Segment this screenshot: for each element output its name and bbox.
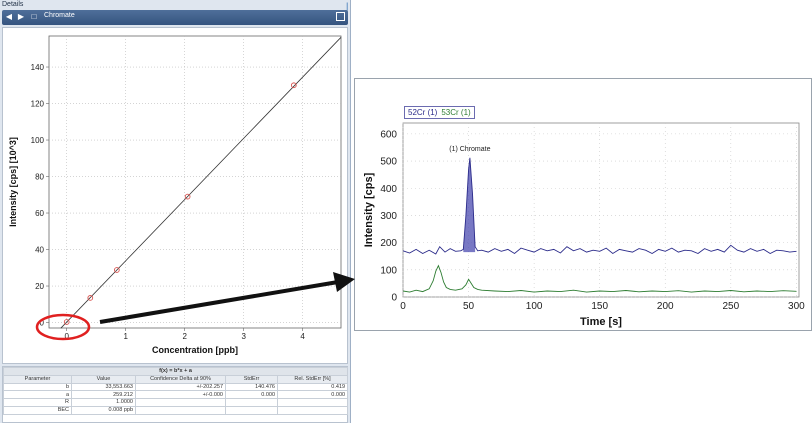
peak-shaded-area xyxy=(463,157,476,253)
x-tick-label: 300 xyxy=(788,301,805,312)
x-tick-label: 200 xyxy=(657,301,674,312)
panel-title: Details xyxy=(2,1,24,8)
fit-results-table: f(x) = b*x + a Parameter Value Confidenc… xyxy=(2,366,349,423)
calibration-point xyxy=(87,295,94,301)
x-tick-label: 1 xyxy=(123,332,128,341)
x-axis-label: Time [s] xyxy=(580,316,622,328)
y-tick-label: 500 xyxy=(380,157,397,168)
document-icon[interactable]: □ xyxy=(31,12,37,21)
calibration-point xyxy=(63,319,70,325)
x-tick-label: 50 xyxy=(463,301,475,312)
x-tick-label: 3 xyxy=(241,332,246,341)
y-axis-label: Intensity [cps] [10^3] xyxy=(8,137,18,227)
forward-arrow-icon[interactable]: ▶ xyxy=(17,12,25,21)
x-tick-label: 150 xyxy=(591,301,608,312)
highlight-ellipse xyxy=(35,313,91,341)
x-tick-label: 0 xyxy=(64,332,69,341)
x-tick-label: 4 xyxy=(300,332,305,341)
y-tick-label: 300 xyxy=(380,211,397,222)
y-tick-label: 400 xyxy=(380,184,397,195)
arrow-head-icon xyxy=(333,272,355,292)
legend-item-53cr: 53Cr (1) xyxy=(441,108,471,117)
y-tick-label: 100 xyxy=(31,136,45,145)
y-tick-label: 0 xyxy=(40,319,45,328)
y-tick-label: 40 xyxy=(35,246,44,255)
y-tick-label: 200 xyxy=(380,238,397,249)
y-tick-label: 20 xyxy=(35,282,44,291)
details-toolbar: ◀ ▶ □ Chromate xyxy=(2,10,348,25)
series-52cr-line xyxy=(402,157,797,255)
x-axis-label: Concentration [ppb] xyxy=(152,345,238,355)
y-tick-label: 80 xyxy=(35,173,44,182)
y-tick-label: 100 xyxy=(380,265,397,276)
series-53cr-line xyxy=(402,264,797,293)
back-arrow-icon[interactable]: ◀ xyxy=(5,12,13,21)
y-tick-label: 120 xyxy=(31,100,45,109)
table-cell xyxy=(276,405,349,415)
y-tick-label: 0 xyxy=(391,293,397,304)
pointer-arrow-line xyxy=(99,280,339,324)
chromatogram-chart: 52Cr (1) 53Cr (1) 0 50 100 150 200 250 300 0 100 2… xyxy=(354,78,812,331)
y-tick-label: 600 xyxy=(380,129,397,140)
panel-edge-marker: | xyxy=(346,1,349,11)
x-tick-label: 2 xyxy=(182,332,187,341)
plot-area xyxy=(48,35,342,329)
maximize-window-icon[interactable] xyxy=(336,12,345,21)
table-row: a 259.212 +/-0.000 0.000 0.000 xyxy=(3,390,349,400)
legend-item-52cr: 52Cr (1) xyxy=(408,108,438,117)
x-tick-label: 100 xyxy=(526,301,543,312)
calibration-point xyxy=(184,193,191,200)
peak-annotation-label: (1) Chromate xyxy=(449,146,490,153)
chart-legend: 52Cr (1) 53Cr (1) xyxy=(404,106,475,119)
y-tick-label: 60 xyxy=(35,209,44,218)
table-header-row: Parameter Value Confidence Delta at 90% … xyxy=(3,374,349,384)
x-tick-label: 0 xyxy=(400,301,406,312)
y-tick-label: 140 xyxy=(31,63,45,72)
calibration-point xyxy=(113,267,120,273)
chromatogram-chart-svg: 0 50 100 150 200 250 300 0 100 200 300 400 500 600 (1)… xyxy=(363,122,805,328)
x-tick-label: 250 xyxy=(722,301,739,312)
y-axis-label: Intensity [cps] xyxy=(363,172,375,247)
calibration-point xyxy=(290,82,297,89)
table-row: BEC 0.008 ppb xyxy=(3,405,349,415)
calibration-fit-line xyxy=(60,37,342,329)
toolbar-label: Chromate xyxy=(44,12,75,19)
